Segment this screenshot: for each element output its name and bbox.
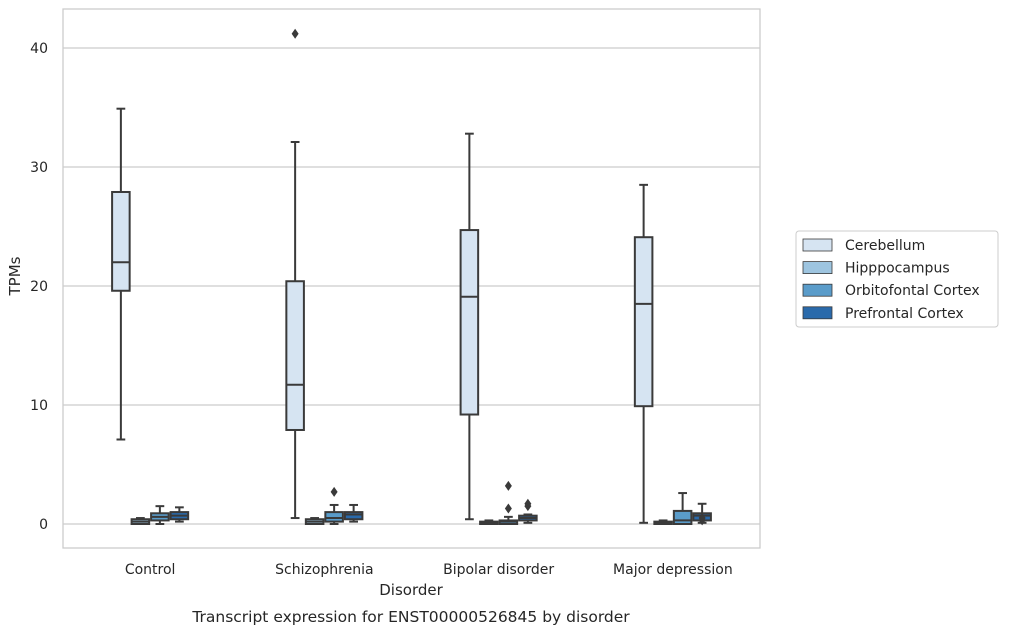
box-orbitofontal-cortex [324, 486, 344, 525]
outlier-point [504, 503, 512, 514]
y-tick-label: 20 [30, 279, 48, 295]
box-hipppocampus [653, 519, 673, 525]
y-tick-label: 40 [30, 41, 48, 57]
x-tick-label: Major depression [613, 562, 733, 578]
legend: Cerebellum Hipppocampus Orbitofontal Corte… [795, 230, 999, 328]
box-orbitofontal-cortex [498, 480, 519, 525]
x-tick-label: Schizophrenia [275, 562, 373, 578]
legend-label: Prefrontal Cortex [845, 306, 964, 322]
y-tick-label: 30 [30, 160, 48, 176]
box-body [324, 511, 344, 523]
box-body [285, 280, 305, 431]
x-tick-labels: Control Schizophrenia Bipolar disorder Majo… [125, 562, 733, 578]
box-cerebellum [111, 107, 131, 441]
box-body [111, 190, 131, 292]
x-tick-label: Control [125, 562, 176, 578]
chart-caption: Transcript expression for ENST0000052684… [191, 608, 630, 626]
box-body [633, 236, 654, 408]
legend-label: Cerebellum [845, 238, 925, 254]
box-plots [111, 28, 712, 526]
legend-frame [795, 230, 999, 328]
box-hipppocampus [130, 517, 151, 525]
legend-swatch [802, 283, 833, 297]
box-orbitofontal-cortex [150, 505, 170, 525]
box-body [672, 509, 693, 526]
box-hipppocampus [304, 517, 325, 525]
box-orbitofontal-cortex [672, 492, 693, 526]
outlier-point [291, 28, 299, 39]
y-tick-label: 10 [30, 398, 48, 414]
legend-label: Hipppocampus [845, 261, 950, 277]
box-prefrontal-cortex [692, 502, 712, 526]
box-body [343, 511, 364, 521]
outlier-point [698, 513, 706, 524]
box-prefrontal-cortex [343, 503, 364, 523]
plot-frame [62, 8, 761, 549]
legend-swatch [802, 261, 833, 275]
outlier-point [330, 486, 338, 497]
box-cerebellum [285, 28, 305, 520]
legend-swatch [802, 306, 833, 320]
x-tick-label: Bipolar disorder [443, 562, 554, 578]
legend-label: Orbitofontal Cortex [845, 283, 980, 299]
x-axis-label: Disorder [379, 581, 443, 599]
box-prefrontal-cortex [518, 498, 538, 524]
box-cerebellum [633, 183, 654, 524]
outlier-point [524, 498, 532, 509]
y-axis-label: TPMs [6, 256, 24, 296]
legend-swatch [802, 238, 833, 252]
y-tick-labels: 0 10 20 30 40 [30, 41, 48, 533]
box-cerebellum [459, 132, 480, 521]
outlier-point [504, 480, 512, 491]
box-hipppocampus [479, 519, 499, 525]
box-prefrontal-cortex [169, 506, 190, 523]
y-tick-label: 0 [39, 517, 48, 533]
gridlines [63, 47, 760, 525]
box-body [459, 229, 480, 416]
